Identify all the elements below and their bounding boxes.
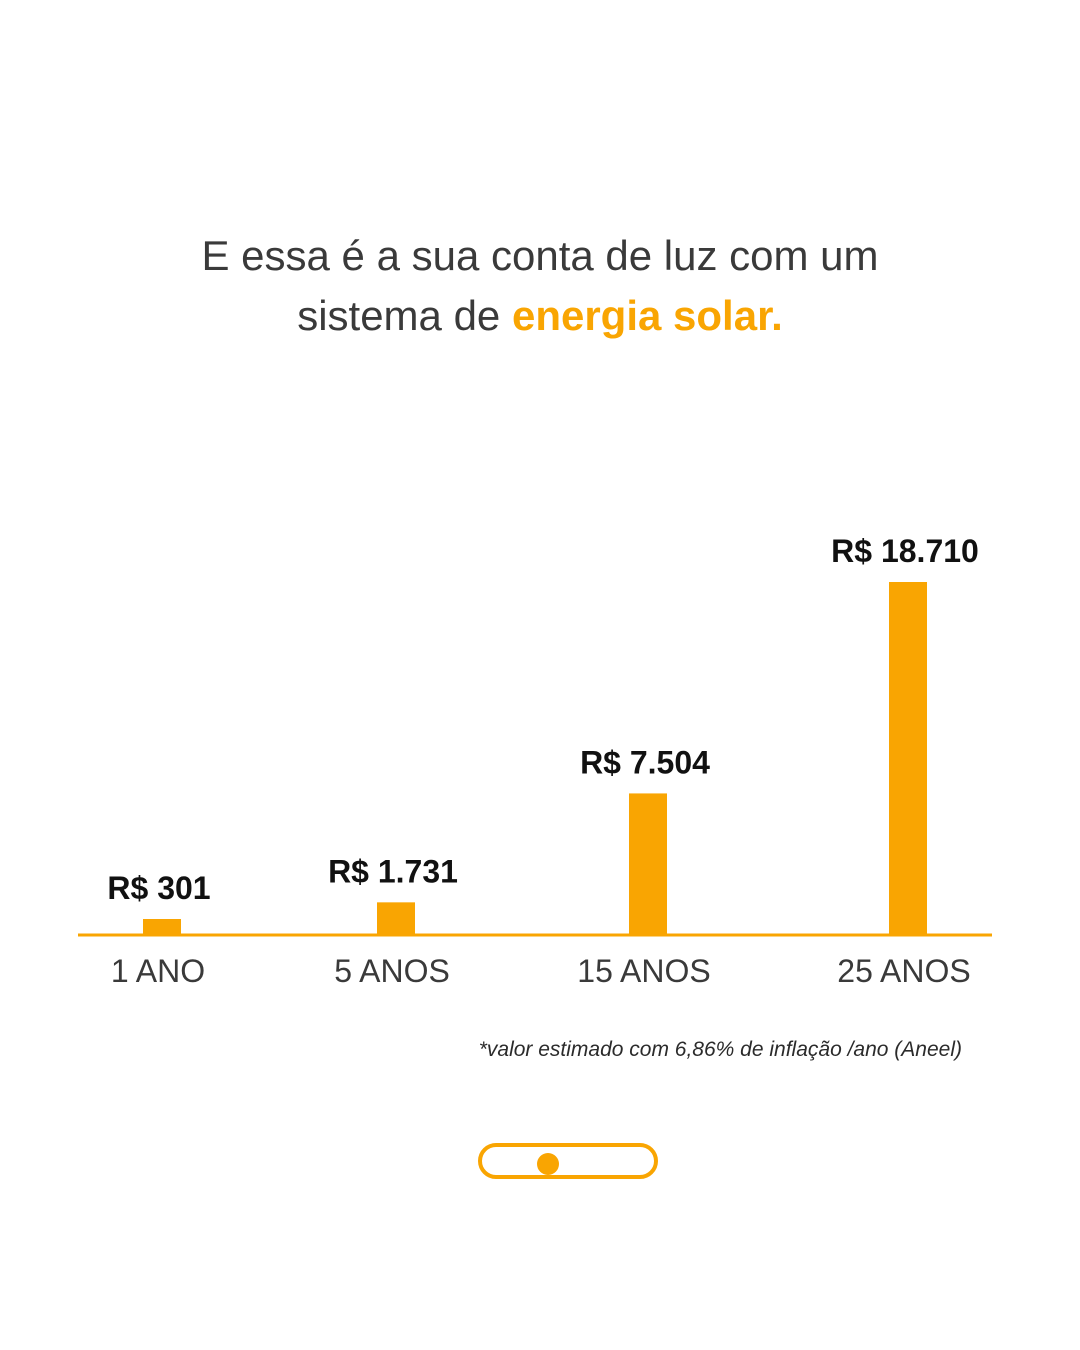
headline-line-1: E essa é a sua conta de luz com um: [201, 232, 879, 279]
headline-highlight: energia solar.: [511, 292, 783, 339]
bar-2: [377, 902, 415, 935]
pager-active-dot: [537, 1153, 559, 1175]
category-label-4: 25 ANOS: [837, 953, 970, 989]
bar-3: [629, 793, 667, 935]
headline-line-2-prefix: sistema de: [297, 292, 512, 339]
footnote: *valor estimado com 6,86% de inflação /a…: [478, 1038, 962, 1061]
labels-layer: R$ 301 1 ANO R$ 1.731 5 ANOS R$ 7.504 15 ANOS…: [107, 533, 978, 989]
bar-4: [889, 582, 927, 935]
data-label-2: R$ 1.731: [328, 853, 458, 889]
data-label-4: R$ 18.710: [831, 533, 979, 569]
data-label-3: R$ 7.504: [580, 744, 710, 780]
carousel-pager[interactable]: [478, 1143, 658, 1179]
category-label-2: 5 ANOS: [334, 953, 450, 989]
category-label-1: 1 ANO: [111, 953, 205, 989]
data-label-1: R$ 301: [107, 870, 210, 906]
headline: E essa é a sua conta de luz com um siste…: [0, 226, 1080, 346]
headline-line-2: sistema de energia solar.: [0, 286, 1080, 346]
bar-1: [143, 919, 181, 935]
category-label-3: 15 ANOS: [577, 953, 710, 989]
bars-layer: [143, 582, 927, 935]
